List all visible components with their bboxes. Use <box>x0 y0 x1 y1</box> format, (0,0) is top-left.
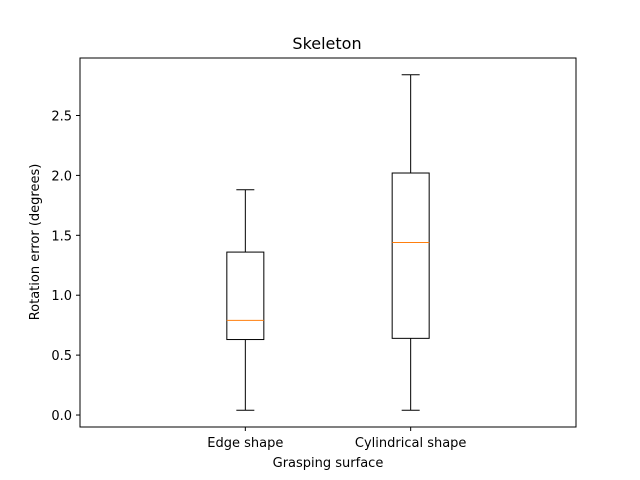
y-tick-label: 0.0 <box>51 409 72 424</box>
chart-title: Skeleton <box>292 34 361 53</box>
x-axis-label: Grasping surface <box>273 456 384 471</box>
box-plot-group <box>226 74 430 411</box>
y-tick-label: 2.5 <box>51 110 72 125</box>
y-tick-label: 1.5 <box>51 229 72 244</box>
box-iqr <box>391 172 430 339</box>
x-tick-label: Edge shape <box>207 436 283 451</box>
box-plot-item <box>226 189 265 411</box>
y-tick-label: 1.0 <box>51 289 72 304</box>
x-tick-label: Cylindrical shape <box>355 436 467 451</box>
y-axis-label: Rotation error (degrees) <box>28 164 43 321</box>
plot-frame <box>79 57 577 428</box>
y-tick-label: 2.0 <box>51 169 72 184</box>
y-tick-label: 0.5 <box>51 349 72 364</box>
box-iqr <box>226 251 265 341</box>
x-axis: Edge shape Cylindrical shape <box>207 427 466 451</box>
y-axis: 0.0 0.5 1.0 1.5 2.0 2.5 <box>51 110 80 424</box>
box-plot-item <box>391 74 430 411</box>
